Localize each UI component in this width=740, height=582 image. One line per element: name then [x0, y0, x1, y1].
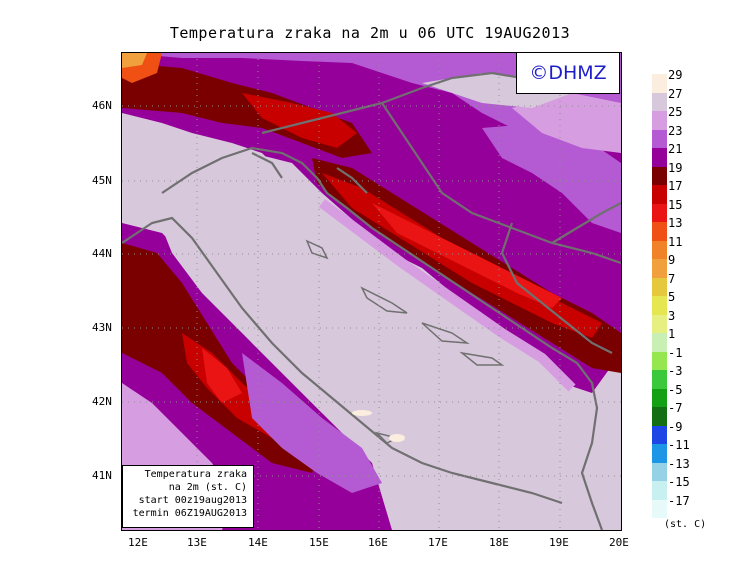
lon-label-13e: 13E [187, 536, 207, 549]
legend-label: 11 [668, 234, 683, 249]
legend-swatch [652, 444, 667, 463]
info-line-2: na 2m (st. C) [168, 482, 247, 493]
lat-label-46n: 46N [92, 99, 112, 112]
lat-label-45n: 45N [92, 174, 112, 187]
legend-swatch [652, 462, 667, 481]
legend-label: -5 [668, 382, 683, 397]
legend-swatch [652, 407, 667, 426]
legend-label: -1 [668, 345, 683, 360]
legend-units: (st. C) [664, 519, 707, 530]
coastline-borders [122, 71, 621, 530]
legend-swatch [652, 370, 667, 389]
adriatic-sea [152, 153, 582, 493]
color-legend [652, 74, 667, 518]
legend-swatch [652, 481, 667, 500]
northeast-pale [512, 93, 621, 153]
legend-swatch [652, 240, 667, 259]
legend-label: 23 [668, 123, 683, 138]
legend-swatch [652, 185, 667, 204]
legend-swatch [652, 259, 667, 278]
legend-swatch [652, 499, 667, 518]
islands [305, 239, 505, 444]
legend-label: -11 [668, 438, 690, 452]
legend-label: -17 [668, 493, 690, 508]
po-valley-orange [122, 53, 147, 68]
legend-swatch [652, 203, 667, 222]
legend-label: 1 [668, 327, 676, 341]
legend-label: 27 [668, 86, 683, 101]
dhmz-logo: ©DHMZ [516, 52, 620, 94]
legend-label: 29 [668, 68, 683, 82]
legend-label: -15 [668, 475, 690, 489]
lon-label-18e: 18E [489, 536, 509, 549]
info-box: Temperatura zraka na 2m (st. C) start 00… [122, 465, 254, 528]
legend-label: 3 [668, 308, 676, 323]
legend-label: -7 [668, 401, 683, 415]
legend-label: 9 [668, 253, 676, 267]
legend-label: 21 [668, 142, 683, 156]
info-line-3: start 00z19aug2013 [138, 495, 247, 506]
warm-sea-spots [352, 410, 405, 442]
legend-label: -9 [668, 419, 683, 434]
lon-label-17e: 17E [428, 536, 448, 549]
legend-label: -3 [668, 364, 683, 378]
legend-swatch [652, 351, 667, 370]
legend-swatch [652, 277, 667, 296]
lon-label-19e: 19E [549, 536, 569, 549]
legend-swatch [652, 222, 667, 241]
chart-title: Temperatura zraka na 2m u 06 UTC 19AUG20… [169, 24, 571, 42]
legend-label: 7 [668, 271, 676, 286]
lat-label-41n: 41N [92, 469, 112, 482]
northeast-plain [482, 123, 621, 233]
map-canvas [122, 53, 621, 530]
legend-swatch [652, 388, 667, 407]
legend-swatch [652, 425, 667, 444]
lat-label-43n: 43N [92, 321, 112, 334]
legend-label: 5 [668, 290, 676, 304]
alps-hotter [242, 93, 357, 148]
legend-swatch [652, 333, 667, 352]
lat-label-42n: 42N [92, 395, 112, 408]
lon-label-20e: 20E [609, 536, 629, 549]
legend-swatch [652, 314, 667, 333]
lon-label-16e: 16E [368, 536, 388, 549]
temperature-map [121, 52, 622, 531]
italy-coast-band [242, 353, 382, 493]
legend-label: 17 [668, 179, 683, 193]
legend-label: 19 [668, 160, 683, 175]
legend-swatch [652, 166, 667, 185]
legend-swatch [652, 111, 667, 130]
legend-swatch [652, 148, 667, 167]
legend-label: -13 [668, 456, 690, 471]
lat-label-44n: 44N [92, 247, 112, 260]
adriatic-coast-band [319, 199, 576, 392]
legend-swatch [652, 92, 667, 111]
info-line-4: termin 06Z19AUG2013 [132, 508, 247, 519]
info-line-1: Temperatura zraka [144, 469, 247, 480]
legend-swatch [652, 129, 667, 148]
lon-label-15e: 15E [309, 536, 329, 549]
legend-label: 25 [668, 105, 683, 119]
legend-swatch [652, 296, 667, 315]
legend-label: 15 [668, 197, 683, 212]
dinaric-hottest [372, 203, 562, 308]
lon-label-12e: 12E [128, 536, 148, 549]
legend-swatch [652, 74, 667, 93]
legend-label: 13 [668, 216, 683, 230]
italy-hottest [202, 348, 242, 403]
lon-label-14e: 14E [248, 536, 268, 549]
